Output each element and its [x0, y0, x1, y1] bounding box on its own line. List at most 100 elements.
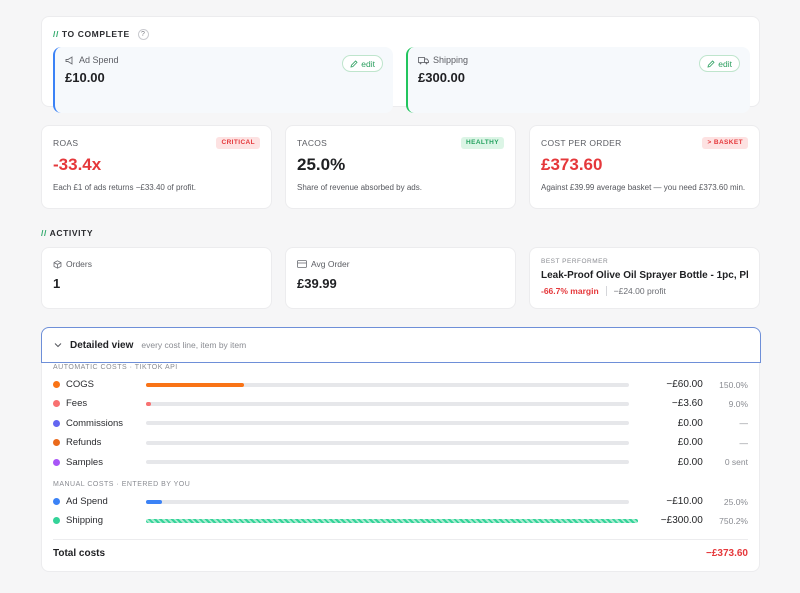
cost-label: Samples — [66, 456, 103, 468]
avg-order-value: £39.99 — [297, 276, 337, 291]
automatic-costs-label: AUTOMATIC COSTS · TIKTOK API — [53, 364, 178, 371]
cost-percentage: 750.2% — [719, 515, 748, 526]
roas-description: Each £1 of ads returns −£33.40 of profit… — [53, 183, 196, 192]
truck-icon — [418, 56, 429, 65]
orders-value: 1 — [53, 276, 61, 291]
color-dot — [53, 517, 60, 525]
divider — [605, 286, 607, 296]
tacos-label: TACOS — [297, 138, 328, 148]
color-dot — [53, 381, 60, 388]
detailed-view-subtitle: every cost line, item by item — [141, 340, 247, 350]
orders-label: Orders — [66, 259, 92, 269]
detailed-view-toggle[interactable]: Detailed view every cost line, item by i… — [41, 327, 761, 363]
cost-label: Commissions — [66, 417, 124, 429]
detailed-view-card: Detailed view every cost line, item by i… — [41, 327, 761, 572]
cost-per-order-value: £373.60 — [541, 155, 603, 174]
activity-title: ACTIVITY — [49, 228, 94, 238]
color-dot — [53, 498, 60, 505]
to-complete-title: TO COMPLETE — [61, 29, 130, 39]
help-icon[interactable]: ? — [137, 29, 149, 41]
tacos-value: 25.0% — [297, 155, 346, 174]
avg-order-label: Avg Order — [311, 259, 350, 269]
cost-bar-track — [145, 460, 630, 465]
avg-order-card: Avg Order £39.99 — [285, 247, 516, 309]
cost-per-order-description: Against £39.99 average basket — you need… — [541, 183, 746, 192]
cost-bar-fill — [145, 382, 244, 387]
cost-amount: −£300.00 — [660, 515, 703, 527]
total-costs-row: Total costs −£373.60 — [53, 548, 748, 559]
card-icon — [297, 260, 307, 268]
total-costs-label: Total costs — [53, 548, 106, 559]
shipping-value: £300.00 — [418, 70, 465, 85]
cost-label: COGS — [66, 379, 94, 390]
roas-value: -33.4x — [53, 155, 102, 174]
edit-shipping-button[interactable]: edit — [699, 55, 740, 72]
tacos-card: TACOS HEALTHY 25.0% Share of revenue abs… — [285, 125, 516, 209]
tacos-description: Share of revenue absorbed by ads. — [297, 183, 422, 192]
activity-header: // ACTIVITY — [41, 228, 94, 238]
pencil-icon — [350, 59, 358, 68]
cost-per-order-label: COST PER ORDER — [541, 138, 622, 148]
ad-spend-value: £10.00 — [65, 70, 105, 85]
manual-costs-label: MANUAL COSTS · ENTERED BY YOU — [53, 481, 191, 488]
cost-row: Fees −£3.60 9.0% — [53, 394, 748, 413]
pencil-icon — [707, 59, 715, 68]
cost-percentage: 9.0% — [728, 398, 748, 409]
cost-bar-track — [145, 401, 630, 406]
total-divider — [53, 539, 748, 540]
cost-bar-fill — [145, 499, 162, 504]
cost-label: Refunds — [66, 437, 102, 449]
cost-bar-track — [145, 421, 630, 426]
best-performer-card[interactable]: BEST PERFORMER Leak-Proof Olive Oil Spra… — [529, 247, 760, 309]
megaphone-icon — [65, 55, 75, 65]
cost-bar-track — [145, 499, 630, 504]
cost-bar-fill — [145, 401, 152, 406]
cost-amount: £0.00 — [677, 417, 703, 429]
cost-percentage: — — [739, 437, 749, 448]
cost-row: Shipping −£300.00 750.2% — [53, 511, 748, 530]
cost-row: Commissions £0.00 — — [53, 414, 748, 433]
cost-label: Shipping — [66, 515, 103, 527]
best-performer-margin: -66.7% margin — [541, 286, 599, 296]
to-complete-header: // TO COMPLETE ? — [53, 29, 149, 41]
cost-amount: −£60.00 — [666, 379, 703, 390]
cost-row: Samples £0.00 0 sent — [53, 453, 748, 472]
roas-card: ROAS CRITICAL -33.4x Each £1 of ads retu… — [41, 125, 272, 209]
color-dot — [53, 400, 60, 408]
cost-label: Ad Spend — [66, 496, 108, 507]
basket-badge: > BASKET — [702, 137, 748, 149]
best-performer-label: BEST PERFORMER — [541, 258, 609, 265]
cost-amount: −£3.60 — [671, 398, 703, 410]
cost-bar-track — [145, 382, 630, 387]
color-dot — [53, 439, 60, 447]
cost-bar-fill — [145, 518, 638, 523]
roas-label: ROAS — [53, 138, 79, 148]
to-complete-card: // TO COMPLETE ? Ad Spend £10.00 edit Sh… — [41, 16, 760, 113]
orders-card: Orders 1 — [41, 247, 272, 309]
healthy-badge: HEALTHY — [460, 137, 504, 149]
cost-bar-track — [145, 440, 630, 445]
cost-row: Ad Spend −£10.00 25.0% — [53, 492, 748, 511]
color-dot — [53, 458, 60, 466]
total-costs-value: −£373.60 — [706, 548, 748, 559]
cost-percentage: 150.0% — [719, 379, 748, 390]
ad-spend-box[interactable]: Ad Spend £10.00 edit — [53, 47, 393, 113]
cost-percentage: 0 sent — [724, 457, 748, 468]
color-dot — [53, 419, 60, 427]
shipping-label: Shipping — [433, 55, 469, 65]
critical-badge: CRITICAL — [216, 137, 260, 149]
box-icon — [53, 259, 62, 269]
shipping-box[interactable]: Shipping £300.00 edit — [406, 47, 750, 113]
cost-amount: £0.00 — [677, 437, 703, 449]
cost-row: COGS −£60.00 150.0% — [53, 375, 748, 394]
detailed-view-title: Detailed view — [70, 339, 134, 351]
ad-spend-label: Ad Spend — [79, 55, 119, 65]
cost-label: Fees — [66, 398, 88, 410]
cost-row: Refunds £0.00 — — [53, 433, 748, 452]
cost-percentage: — — [739, 418, 749, 429]
cost-percentage: 25.0% — [723, 496, 748, 507]
best-performer-product[interactable]: Leak-Proof Olive Oil Sprayer Bottle - 1p… — [541, 270, 748, 281]
chevron-down-icon — [54, 342, 62, 348]
edit-ad-spend-button[interactable]: edit — [342, 55, 383, 72]
cost-bar-track — [145, 518, 638, 523]
